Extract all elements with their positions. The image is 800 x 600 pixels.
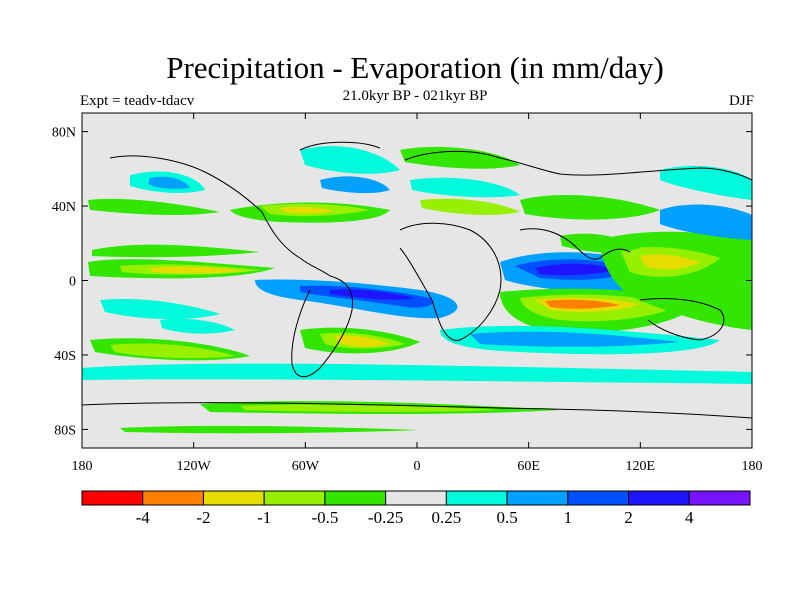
- colorbar-swatch: [81, 490, 144, 506]
- colorbar-label: -2: [196, 508, 210, 527]
- colorbar-swatch: [263, 490, 326, 506]
- colorbar-swatch: [385, 490, 447, 506]
- colorbar-label: 2: [624, 508, 633, 527]
- lon-tick-label: 120E: [626, 459, 656, 474]
- colorbar-label: 4: [685, 508, 694, 527]
- chart-subtitle: 21.0kyr BP - 021kyr BP: [342, 88, 488, 104]
- colorbar: -4 -2 -1 -0.5 -0.25 0.25 0.5 1 2 4: [81, 490, 751, 527]
- lat-tick-label: 80N: [52, 126, 76, 141]
- colorbar-label: -0.25: [368, 508, 403, 527]
- season-label: DJF: [728, 93, 754, 109]
- colorbar-swatch: [628, 490, 690, 506]
- colorbar-label: 1: [564, 508, 573, 527]
- lat-tick-label: 40N: [52, 200, 76, 215]
- colorbar-swatch: [688, 490, 751, 506]
- colorbar-label: -0.5: [311, 508, 338, 527]
- coastlines: [82, 141, 752, 419]
- colorbar-swatch: [445, 490, 508, 506]
- experiment-label: Expt = teadv-tdacv: [80, 93, 195, 109]
- lon-tick-label: 60W: [292, 459, 320, 474]
- axis-ticks: 80N 40N 0 40S 80S 180 120W 60W 0 60E 120E 180: [52, 113, 763, 474]
- lat-tick-label: 0: [69, 275, 76, 290]
- chart-title: Precipitation - Evaporation (in mm/day): [166, 50, 664, 85]
- lon-tick-label: 180: [72, 459, 93, 474]
- lon-tick-label: 180: [742, 459, 763, 474]
- colorbar-swatch: [324, 490, 387, 506]
- colorbar-swatch: [142, 490, 204, 506]
- colorbar-label: 0.25: [431, 508, 461, 527]
- colorbar-swatch: [202, 490, 265, 506]
- lon-tick-label: 60E: [517, 459, 540, 474]
- colorbar-label: 0.5: [496, 508, 517, 527]
- colorbar-swatch: [567, 490, 630, 506]
- lat-tick-label: 40S: [54, 349, 76, 364]
- colorbar-label: -1: [257, 508, 271, 527]
- colorbar-swatch: [506, 490, 569, 506]
- precip-evap-field: [82, 146, 752, 434]
- lon-tick-label: 120W: [177, 459, 212, 474]
- lon-tick-label: 0: [414, 459, 421, 474]
- lat-tick-label: 80S: [54, 423, 76, 438]
- colorbar-label: -4: [136, 508, 151, 527]
